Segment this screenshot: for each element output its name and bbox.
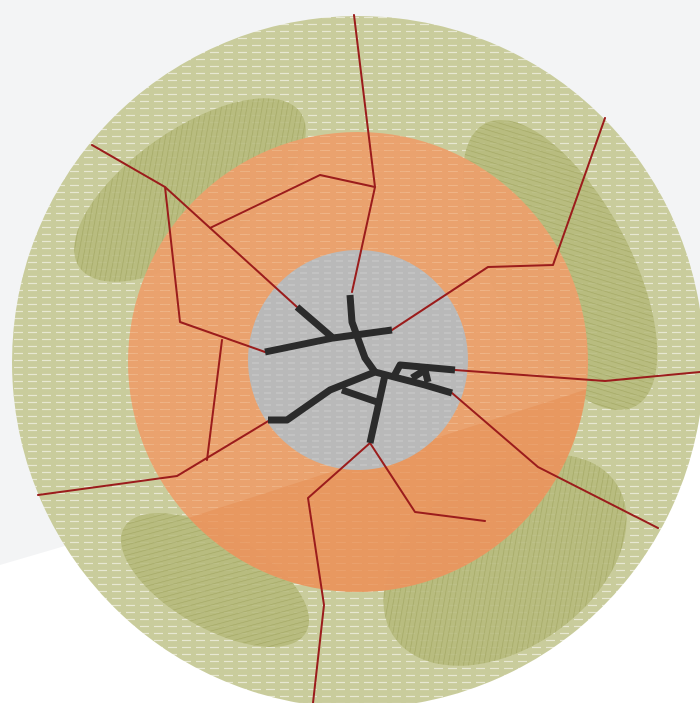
middle-zone-shadow (128, 385, 588, 592)
inner-zone (248, 250, 468, 470)
thick-line (366, 374, 389, 444)
thin-line-group (37, 14, 700, 703)
patch-top-left (74, 98, 306, 282)
thick-line (332, 326, 393, 342)
thick-line (268, 368, 377, 424)
thin-line (391, 117, 606, 331)
thin-line (37, 419, 271, 496)
patch-bottom-left (120, 513, 310, 647)
thin-line (454, 369, 700, 382)
thin-line (451, 392, 659, 529)
thin-line (206, 339, 223, 461)
thick-line (410, 366, 432, 383)
thick-line (340, 386, 382, 407)
thin-line (209, 174, 376, 229)
thick-line (346, 294, 378, 375)
thick-line (389, 361, 456, 380)
thick-line-group (264, 294, 456, 444)
thin-line (307, 442, 371, 703)
thin-line (164, 186, 266, 353)
thin-line (369, 442, 486, 522)
